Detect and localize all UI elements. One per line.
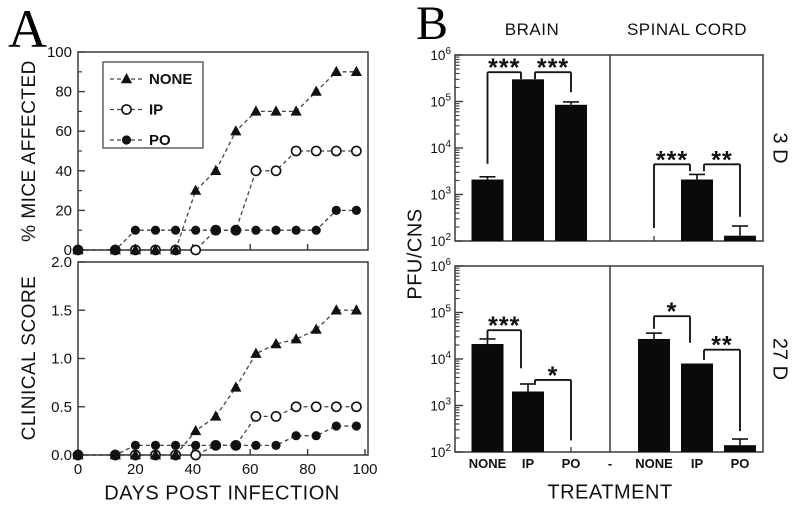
- sig-bracket: *: [653, 298, 691, 343]
- svg-text:102: 102: [430, 443, 451, 460]
- svg-text:103: 103: [430, 186, 451, 203]
- significance-stars: ***: [488, 54, 520, 82]
- svg-text:105: 105: [430, 93, 451, 110]
- svg-text:100: 100: [47, 44, 72, 61]
- svg-text:2.0: 2.0: [51, 254, 72, 271]
- svg-text:80: 80: [55, 84, 72, 101]
- mice-affected-chart-series-NONE: [72, 65, 362, 255]
- svg-text:40: 40: [184, 461, 201, 478]
- pfu-row-1-yticks: 102 103 104 105 106: [430, 257, 463, 460]
- significance-stars: **: [711, 146, 732, 174]
- clinical-score-axis-title: CLINICAL SCORE: [19, 275, 40, 441]
- clinical-score-chart: [77, 261, 369, 456]
- svg-text:106: 106: [430, 46, 451, 63]
- svg-text:105: 105: [430, 304, 451, 321]
- svg-text:60: 60: [242, 461, 259, 478]
- svg-text:20: 20: [127, 461, 144, 478]
- svg-text:IP: IP: [691, 456, 704, 471]
- svg-text:104: 104: [430, 350, 451, 367]
- svg-text:1.0: 1.0: [51, 351, 72, 368]
- svg-text:IP: IP: [522, 456, 535, 471]
- bars-SPINAL-CORD-3D: [653, 173, 756, 241]
- significance-stars: ***: [656, 146, 688, 174]
- bars-SPINAL-CORD-27D: NONE IP PO: [635, 332, 756, 471]
- svg-text:PO: PO: [731, 456, 750, 471]
- spinal-cord-column-header: SPINAL CORD: [626, 20, 748, 39]
- bars-BRAIN-3D: [471, 79, 587, 242]
- significance-stars: *: [667, 298, 678, 326]
- svg-text:NONE: NONE: [149, 71, 192, 88]
- sig-bracket: ***: [486, 54, 522, 164]
- mice-affected-chart-series-IP: [72, 145, 362, 256]
- sig-bracket: ***: [653, 146, 691, 228]
- panel-a-label: A: [8, 0, 47, 59]
- mice-affected-chart-axis-ticks: 0 20 40 60 80 100: [47, 44, 309, 259]
- significance-stars: ***: [488, 312, 520, 340]
- sig-bracket: *: [534, 362, 572, 441]
- clinical-score-chart-axis-ticks: 0.0 0.5 1.0 1.5 2.0 0 20 40 60 80 100: [51, 254, 377, 478]
- svg-text:20: 20: [55, 202, 72, 219]
- significance-stars: **: [711, 332, 732, 360]
- clinical-score-chart-series-PO: [73, 421, 361, 460]
- brain-column-header: BRAIN: [504, 20, 560, 39]
- svg-text:NONE: NONE: [635, 456, 673, 471]
- mice-affected-axis-title: % MICE AFFECTED: [19, 60, 40, 242]
- pfu-row-0-yticks: 102 103 104 105 106: [430, 46, 463, 249]
- svg-text:102: 102: [430, 232, 451, 249]
- svg-text:0.5: 0.5: [51, 399, 72, 416]
- row-label-27d: 27 D: [768, 337, 791, 381]
- svg-text:0: 0: [64, 242, 72, 259]
- svg-text:0.0: 0.0: [51, 447, 72, 464]
- sig-bracket: **: [703, 332, 741, 432]
- svg-text:100: 100: [352, 461, 377, 478]
- treatment-axis-title: TREATMENT: [547, 481, 673, 504]
- row-label-3d: 3 D: [768, 132, 791, 164]
- svg-text:0: 0: [74, 461, 82, 478]
- svg-text:IP: IP: [149, 102, 163, 119]
- panel-b-label: B: [416, 0, 449, 50]
- pfu-cns-axis-title: PFU/CNS: [404, 208, 427, 300]
- svg-text:80: 80: [299, 461, 316, 478]
- svg-text:1.5: 1.5: [51, 302, 72, 319]
- svg-text:PO: PO: [562, 456, 581, 471]
- svg-text:60: 60: [55, 123, 72, 140]
- svg-text:104: 104: [430, 139, 451, 156]
- significance-stars: *: [548, 362, 559, 390]
- svg-text:-: -: [608, 456, 612, 471]
- sig-bracket: ***: [534, 54, 572, 93]
- clinical-score-chart-series-NONE: [72, 304, 362, 460]
- sig-bracket: **: [703, 146, 741, 217]
- significance-stars: ***: [537, 54, 569, 82]
- svg-text:40: 40: [55, 163, 72, 180]
- svg-text:103: 103: [430, 397, 451, 414]
- bars-BRAIN-27D: NONE IP PO: [469, 338, 581, 471]
- legend-box: NONE IP PO: [102, 61, 204, 149]
- svg-text:NONE: NONE: [469, 456, 507, 471]
- days-post-infection-axis-title: DAYS POST INFECTION: [104, 482, 340, 505]
- sig-bracket: ***: [486, 312, 522, 369]
- svg-text:PO: PO: [149, 132, 171, 149]
- svg-text:106: 106: [430, 257, 451, 274]
